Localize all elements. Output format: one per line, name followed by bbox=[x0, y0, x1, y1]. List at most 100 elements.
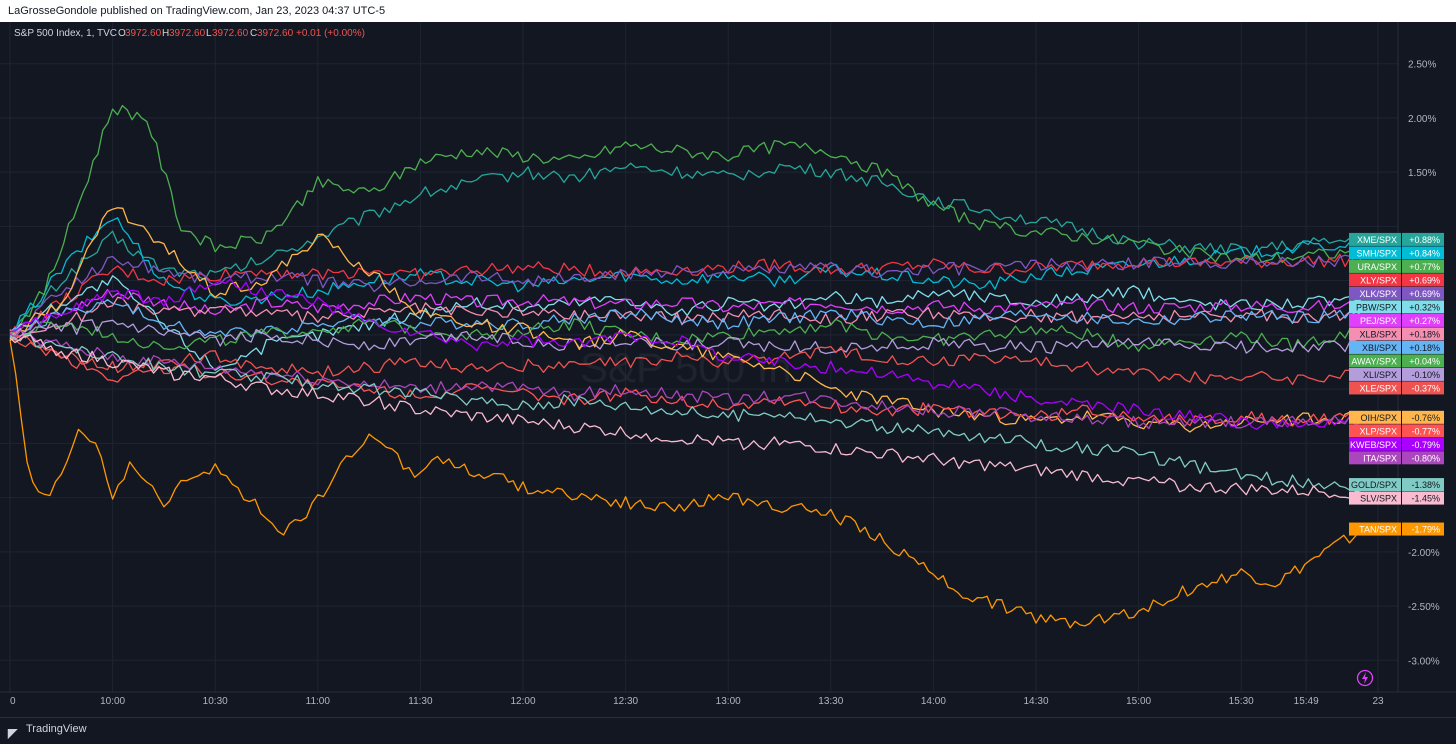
series-value-badge bbox=[1402, 491, 1444, 505]
x-tick-label: 10:30 bbox=[203, 696, 228, 707]
series-name-label: KWEB/SPX bbox=[1350, 440, 1397, 450]
series-value-label: +0.84% bbox=[1409, 248, 1440, 258]
series-line[interactable] bbox=[9, 162, 1362, 342]
series-name-label: XLP/SPX bbox=[1359, 426, 1397, 436]
series-line[interactable] bbox=[9, 337, 1361, 386]
series-value-badge bbox=[1402, 286, 1444, 300]
series-name-badge bbox=[1349, 522, 1401, 536]
series-name-label: XLI/SPX bbox=[1363, 370, 1397, 380]
x-tick-label: 12:30 bbox=[613, 696, 638, 707]
x-tick-label: 15:00 bbox=[1126, 696, 1151, 707]
open-label: O bbox=[118, 28, 126, 39]
series-line[interactable] bbox=[9, 254, 1362, 337]
series-value-label: -0.79% bbox=[1411, 440, 1440, 450]
series-line[interactable] bbox=[9, 104, 1362, 335]
y-tick-label: -2.00% bbox=[1408, 548, 1440, 559]
series-value-label: +0.77% bbox=[1409, 262, 1440, 272]
series-name-label: PEJ/SPX bbox=[1360, 316, 1397, 326]
series-line[interactable] bbox=[9, 278, 1361, 430]
series-name-label: XLY/SPX bbox=[1360, 275, 1397, 285]
series-line[interactable] bbox=[9, 328, 1362, 427]
series-value-badge bbox=[1402, 437, 1444, 451]
series-value-label: -0.37% bbox=[1411, 383, 1440, 393]
series-line[interactable] bbox=[9, 275, 1361, 371]
watermark: S&P 500 In bbox=[580, 344, 792, 391]
series-name-label: XLK/SPX bbox=[1359, 289, 1397, 299]
series-line[interactable] bbox=[9, 296, 1362, 340]
y-tick-label: -3.00% bbox=[1408, 656, 1440, 667]
series-name-badge bbox=[1349, 381, 1401, 395]
x-tick-label: 10:00 bbox=[100, 696, 125, 707]
series-value-badge bbox=[1402, 522, 1444, 536]
close-value: 3972.60 bbox=[257, 28, 294, 39]
series-name-badge bbox=[1349, 437, 1401, 451]
series-name-label: GOLD/SPX bbox=[1351, 480, 1397, 490]
series-value-badge bbox=[1402, 300, 1444, 314]
y-tick-label: 2.50% bbox=[1408, 60, 1436, 71]
series-value-badge bbox=[1402, 381, 1444, 395]
series-line[interactable] bbox=[9, 333, 1362, 492]
price-labels: XME/SPX +0.88% SMH/SPX +0.84% URA/SPX +0.77% X… bbox=[1349, 232, 1444, 536]
high-value: 3972.60 bbox=[169, 28, 206, 39]
x-tick-label: 13:00 bbox=[716, 696, 741, 707]
series-name-label: URA/SPX bbox=[1357, 262, 1397, 272]
series-name-badge bbox=[1349, 286, 1401, 300]
series-name-badge bbox=[1349, 478, 1401, 492]
series-line[interactable] bbox=[9, 299, 1361, 338]
series-value-label: +0.88% bbox=[1409, 235, 1440, 245]
series-line[interactable] bbox=[9, 253, 1362, 335]
series-value-label: +0.18% bbox=[1409, 329, 1440, 339]
series-value-badge bbox=[1402, 367, 1444, 381]
series-value-label: +0.04% bbox=[1409, 356, 1440, 366]
series-name-label: ITA/SPX bbox=[1363, 453, 1397, 463]
series-name-badge bbox=[1349, 451, 1401, 465]
chart-svg[interactable]: S&P 500 In 2.50%2.00%1.50%-0.50%-2.00%-2… bbox=[0, 22, 1456, 717]
series-group bbox=[9, 104, 1362, 629]
series-name-label: AWAY/SPX bbox=[1351, 356, 1397, 366]
series-line[interactable] bbox=[9, 207, 1362, 433]
series-name-badge bbox=[1349, 367, 1401, 381]
symbol-legend[interactable]: S&P 500 Index, 1, TVC O 3972.60 H 3972.6… bbox=[14, 28, 365, 39]
series-name-badge bbox=[1349, 354, 1401, 368]
series-name-badge bbox=[1349, 424, 1401, 438]
series-value-badge bbox=[1402, 232, 1444, 246]
series-name-badge bbox=[1349, 410, 1401, 424]
series-value-label: +0.27% bbox=[1409, 316, 1440, 326]
series-line[interactable] bbox=[9, 319, 1362, 355]
x-tick-label: 14:00 bbox=[921, 696, 946, 707]
series-value-label: -0.76% bbox=[1411, 413, 1440, 423]
series-line[interactable] bbox=[9, 340, 1362, 629]
series-name-label: PBW/SPX bbox=[1356, 302, 1397, 312]
series-line[interactable] bbox=[9, 288, 1362, 342]
series-value-label: +0.32% bbox=[1409, 302, 1440, 312]
series-value-badge bbox=[1402, 313, 1444, 327]
series-line[interactable] bbox=[9, 330, 1362, 430]
x-axis[interactable]: 0 10:00 10:30 11:00 11:30 12:00 12:30 13:00 13:3… bbox=[10, 696, 1384, 707]
footer-brand: TradingView bbox=[26, 723, 87, 735]
series-value-badge bbox=[1402, 246, 1444, 260]
series-value-label: -1.45% bbox=[1411, 494, 1440, 504]
change-value: +0.01 (+0.00%) bbox=[296, 28, 365, 39]
series-value-label: -1.38% bbox=[1411, 480, 1440, 490]
x-tick-label: 0 bbox=[10, 696, 16, 707]
series-name-badge bbox=[1349, 313, 1401, 327]
high-label: H bbox=[162, 28, 169, 39]
publish-header: LaGrosseGondole published on TradingView… bbox=[0, 0, 1456, 22]
series-value-label: -0.10% bbox=[1411, 370, 1440, 380]
series-value-label: +0.69% bbox=[1409, 275, 1440, 285]
chart-area[interactable]: S&P 500 In 2.50%2.00%1.50%-0.50%-2.00%-2… bbox=[0, 22, 1456, 717]
series-line[interactable] bbox=[9, 334, 1362, 499]
publish-header-text: LaGrosseGondole published on TradingView… bbox=[8, 5, 386, 17]
x-tick-label: 23 bbox=[1372, 696, 1384, 707]
grid bbox=[0, 22, 1456, 693]
series-name-label: XME/SPX bbox=[1357, 235, 1397, 245]
lightning-button[interactable] bbox=[1356, 669, 1374, 687]
series-name-badge bbox=[1349, 300, 1401, 314]
open-value: 3972.60 bbox=[125, 28, 162, 39]
lightning-icon bbox=[1362, 672, 1368, 684]
symbol-name[interactable]: S&P 500 Index, 1, TVC bbox=[14, 28, 117, 39]
series-name-label: XLE/SPX bbox=[1359, 383, 1397, 393]
series-name-badge bbox=[1349, 273, 1401, 287]
series-value-badge bbox=[1402, 340, 1444, 354]
series-name-label: SMH/SPX bbox=[1356, 248, 1397, 258]
